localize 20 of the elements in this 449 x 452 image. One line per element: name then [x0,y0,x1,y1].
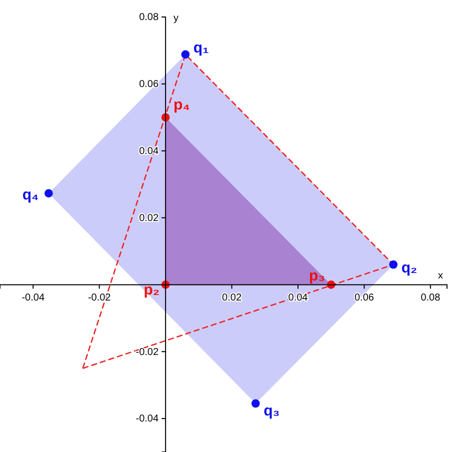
x-tick-label: 0.04 [288,292,308,304]
y-tick-label: 0.08 [139,12,159,24]
annotation: q₄ [22,186,39,204]
y-tick-label: 0.06 [139,79,159,90]
annotation: q₃ [264,402,280,420]
x-tick-label: 0.06 [354,292,374,304]
annotation: q₁ [193,39,209,56]
y-tick-label: -0.02 [136,346,159,358]
annotation: q₂ [401,260,418,277]
y-axis-title: y [174,13,179,24]
x-tick-label: -0.02 [88,292,112,304]
y-tick-label: 0.02 [139,212,159,224]
y-tick-label: -0.04 [136,414,159,425]
annotation: p₂ [144,282,160,299]
annotation: p₄ [174,96,190,114]
x-tick-label: -0.04 [22,292,45,304]
x-axis-title: x [438,270,443,282]
x-tick-label: 0.08 [420,292,441,304]
x-tick-label: 0.02 [222,292,242,304]
annotation: p₃ [309,268,326,285]
